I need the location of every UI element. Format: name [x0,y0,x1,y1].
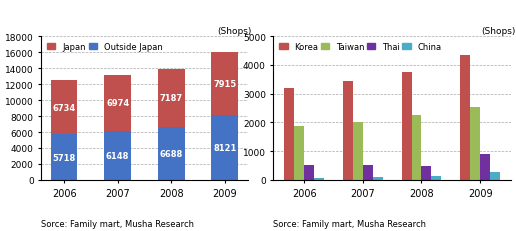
Text: 6734: 6734 [53,103,76,112]
Bar [294,127,304,180]
Bar [401,73,412,180]
Bar [431,176,441,180]
Bar [104,76,131,131]
Bar [353,122,363,180]
Bar [363,165,373,180]
Bar [304,165,314,180]
Legend: Korea, Taiwan, Thai, China: Korea, Taiwan, Thai, China [278,41,443,53]
Bar [422,166,431,180]
Bar [480,154,490,180]
Text: 7915: 7915 [213,80,236,88]
Text: 8121: 8121 [213,143,236,152]
Bar [51,81,77,135]
Bar [158,127,185,180]
Bar [373,177,383,180]
Text: 6974: 6974 [106,99,130,108]
Text: 5718: 5718 [53,153,76,162]
Text: (Shops): (Shops) [217,27,252,36]
Bar [314,178,324,180]
Bar [490,173,500,180]
Legend: Japan, Outside Japan: Japan, Outside Japan [45,41,165,53]
Bar [212,53,238,116]
Text: (Shops): (Shops) [481,27,515,36]
Bar [412,116,422,180]
Bar [470,107,480,180]
Bar [284,88,294,180]
Text: Figure 8: Growth in the Global Familymart Store Network  by country: Figure 8: Growth in the Global Familymar… [6,9,466,21]
Bar [51,135,77,180]
Bar [343,82,353,180]
Bar [158,70,185,127]
Text: 7187: 7187 [160,94,183,103]
Text: Sorce: Family mart, Musha Research: Sorce: Family mart, Musha Research [41,219,195,228]
Text: 6148: 6148 [106,151,130,160]
Bar [104,131,131,180]
Bar [460,56,470,180]
Bar [212,116,238,180]
Text: Sorce: Family mart, Musha Research: Sorce: Family mart, Musha Research [273,219,427,228]
Text: 6688: 6688 [159,149,183,158]
